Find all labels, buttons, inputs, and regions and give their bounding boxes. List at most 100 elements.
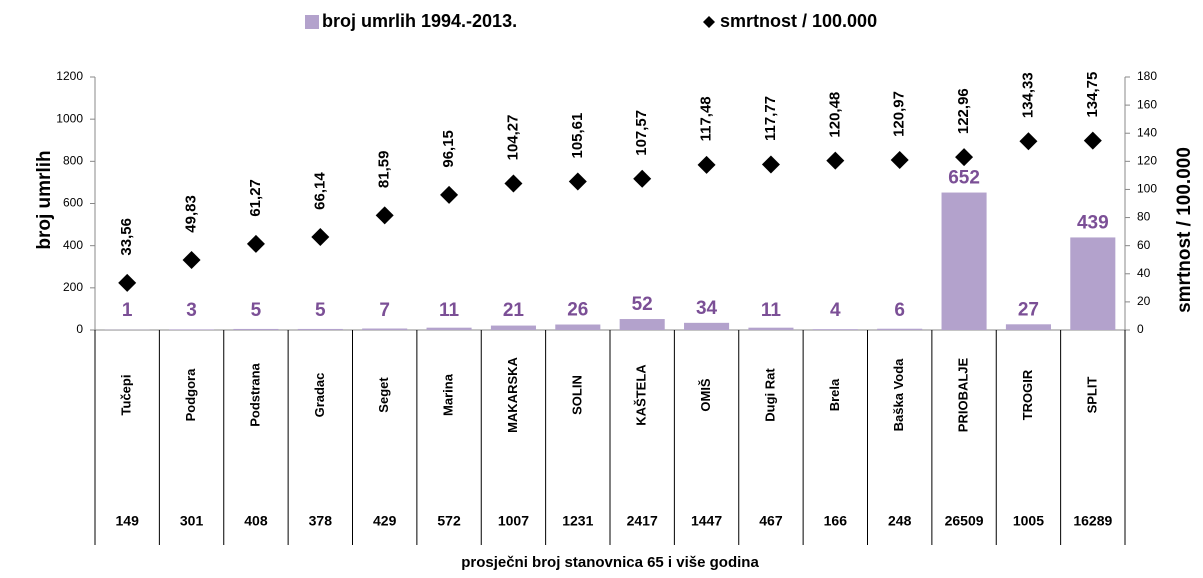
- bar-value-label: 3: [186, 300, 197, 321]
- point-value-label: 134,75: [1084, 72, 1101, 118]
- bar: [1070, 237, 1115, 330]
- bar: [491, 326, 536, 330]
- point-value-label: 134,33: [1019, 72, 1036, 118]
- diamond-marker: [1019, 132, 1037, 150]
- bar-value-label: 21: [503, 300, 525, 321]
- point-value-label: 117,48: [698, 96, 715, 141]
- population-value: 301: [180, 513, 204, 529]
- bar: [362, 329, 407, 330]
- y-tick-label: 1200: [56, 69, 83, 83]
- diamond-marker: [698, 156, 716, 174]
- point-value-label: 81,59: [376, 151, 393, 189]
- bar-value-label: 652: [948, 168, 980, 189]
- y-tick-label: 600: [63, 196, 83, 210]
- bar-value-label: 11: [761, 300, 782, 321]
- point-value-label: 104,27: [504, 114, 521, 160]
- population-value: 1447: [691, 513, 722, 529]
- bar: [169, 329, 214, 330]
- x-tick-label: Baška Voda: [891, 358, 906, 432]
- population-value: 248: [888, 513, 912, 529]
- diamond-marker: [1084, 132, 1102, 150]
- x-axis-label: prosječni broj stanovnica 65 i više godi…: [461, 554, 759, 571]
- y2-tick-label: 180: [1137, 69, 1157, 83]
- bar: [1006, 324, 1051, 330]
- population-value: 16289: [1073, 513, 1112, 529]
- diamond-marker: [891, 151, 909, 169]
- bar: [877, 329, 922, 330]
- bar-value-label: 6: [894, 300, 905, 321]
- bar: [942, 193, 987, 330]
- x-tick-label: Podgora: [183, 368, 198, 421]
- bar-value-label: 5: [315, 300, 326, 321]
- point-value-label: 117,77: [762, 96, 779, 141]
- point-value-label: 122,96: [955, 88, 972, 134]
- bar: [748, 328, 793, 330]
- point-value-label: 120,48: [826, 92, 843, 138]
- population-value: 429: [373, 513, 397, 529]
- bar: [555, 325, 600, 330]
- y-tick-label: 0: [76, 322, 83, 336]
- legend-label: smrtnost / 100.000: [720, 11, 877, 31]
- x-tick-label: Brela: [827, 378, 842, 411]
- diamond-marker: [955, 148, 973, 166]
- x-tick-label: Tučepi: [119, 375, 134, 416]
- population-value: 166: [824, 513, 848, 529]
- y2-tick-label: 0: [1137, 322, 1144, 336]
- y2-tick-label: 40: [1137, 266, 1151, 280]
- point-value-label: 61,27: [247, 179, 264, 217]
- bar-value-label: 5: [251, 300, 262, 321]
- y-tick-label: 800: [63, 154, 83, 168]
- x-tick-label: Podstrana: [247, 362, 262, 426]
- y2-tick-label: 140: [1137, 125, 1157, 139]
- population-value: 378: [309, 513, 333, 529]
- x-tick-label: MAKARSKA: [505, 356, 520, 432]
- y2-tick-label: 120: [1137, 154, 1157, 168]
- point-value-label: 120,97: [891, 91, 908, 137]
- population-value: 408: [244, 513, 268, 529]
- x-tick-label: OMIŠ: [698, 378, 713, 412]
- bar-value-label: 7: [379, 300, 390, 321]
- population-value: 149: [116, 513, 140, 529]
- population-value: 467: [759, 513, 783, 529]
- bar: [813, 329, 858, 330]
- diamond-marker: [569, 173, 587, 191]
- legend-swatch: [703, 16, 715, 28]
- bar-value-label: 52: [632, 294, 653, 315]
- point-value-label: 33,56: [118, 218, 135, 256]
- bar-value-label: 1: [122, 300, 133, 321]
- bar-value-label: 27: [1018, 299, 1039, 320]
- point-value-label: 105,61: [569, 113, 586, 159]
- y-tick-label: 400: [63, 238, 83, 252]
- bar: [427, 328, 472, 330]
- x-tick-label: SPLIT: [1084, 377, 1099, 414]
- x-tick-label: KAŠTELA: [634, 364, 649, 426]
- bar-value-label: 34: [696, 298, 718, 319]
- bar: [620, 319, 665, 330]
- y-tick-label: 200: [63, 280, 83, 294]
- y-tick-label: 1000: [56, 111, 83, 125]
- y2-tick-label: 20: [1137, 294, 1151, 308]
- point-value-label: 49,83: [183, 195, 200, 233]
- y2-tick-label: 160: [1137, 97, 1157, 111]
- population-value: 1007: [498, 513, 529, 529]
- diamond-marker: [633, 170, 651, 188]
- diamond-marker: [440, 186, 458, 204]
- diamond-marker: [247, 235, 265, 253]
- y-axis-label: broj umrlih: [34, 150, 55, 249]
- y2-tick-label: 60: [1137, 238, 1151, 252]
- population-value: 1231: [562, 513, 593, 529]
- x-tick-label: Marina: [441, 373, 456, 416]
- x-tick-label: PRIOBALJE: [956, 357, 971, 432]
- population-value: 26509: [945, 513, 984, 529]
- point-value-label: 66,14: [311, 172, 328, 210]
- bar-value-label: 26: [567, 300, 588, 321]
- bar: [684, 323, 729, 330]
- legend-swatch: [305, 15, 319, 29]
- diamond-marker: [826, 152, 844, 170]
- population-value: 1005: [1013, 513, 1044, 529]
- x-tick-label: TROGIR: [1020, 369, 1035, 420]
- bar-value-label: 4: [830, 300, 841, 321]
- x-tick-label: Gradac: [312, 373, 327, 418]
- diamond-marker: [376, 206, 394, 224]
